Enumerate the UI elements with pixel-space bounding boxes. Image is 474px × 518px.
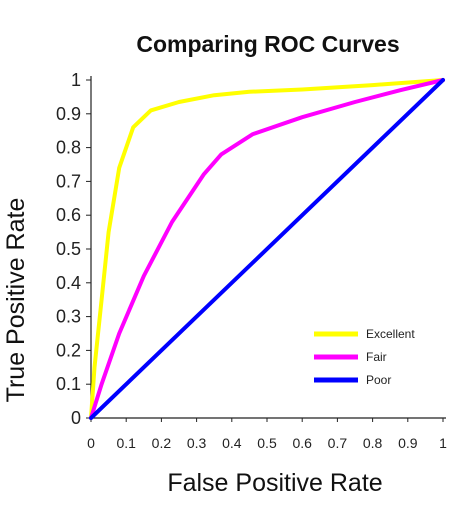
y-tick-label: 0.4 [56,273,81,293]
x-tick-label: 0.1 [116,435,136,451]
y-tick-label: 0.2 [56,340,81,360]
y-axis-label: True Positive Rate [2,198,30,403]
y-tick-label: 1 [71,70,81,90]
series-line-excellent [89,78,445,420]
x-tick-label: 0.8 [363,435,383,451]
series-line-fair [89,78,445,420]
y-tick-label: 0.5 [56,239,81,259]
chart-title: Comparing ROC Curves [136,31,399,57]
y-tick-label: 0.3 [56,307,81,327]
y-tick-label: 0.9 [56,104,81,124]
x-tick-label: 0.7 [328,435,348,451]
x-tick-label: 0.6 [292,435,312,451]
series-line-poor [89,78,445,420]
x-tick-label: 0.3 [187,435,207,451]
y-tick-label: 0.7 [56,171,81,191]
x-tick-label: 1 [439,435,447,451]
y-tick-label: 0.8 [56,138,81,158]
x-tick-label: 0.9 [398,435,418,451]
legend: Excellent Fair Poor [314,327,415,387]
y-tick-label: 0 [71,408,81,428]
y-tick-label: 0.6 [56,205,81,225]
legend-label-fair: Fair [366,350,387,364]
plot-area: 0 0.1 0.2 0.3 0.4 0.5 0.6 0.7 0.8 0.9 1 0 0.1 0.2 0.3 0… [56,70,447,451]
x-tick-label: 0.2 [152,435,172,451]
x-tick-label: 0 [87,435,95,451]
x-tick-label: 0.4 [222,435,242,451]
y-tick-label: 0.1 [56,374,81,394]
legend-label-poor: Poor [366,373,391,387]
legend-label-excellent: Excellent [366,327,415,341]
x-tick-label: 0.5 [257,435,277,451]
x-axis-label: False Positive Rate [167,469,382,497]
